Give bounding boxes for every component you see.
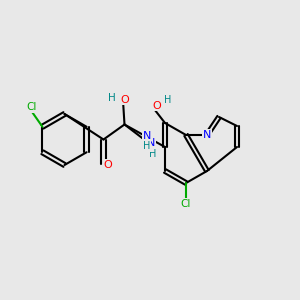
- Text: N: N: [143, 131, 151, 141]
- Text: O: O: [103, 160, 112, 170]
- Text: H: H: [164, 95, 172, 105]
- Text: N: N: [147, 138, 156, 148]
- Text: H: H: [108, 93, 116, 103]
- Text: Cl: Cl: [181, 199, 191, 209]
- Text: O: O: [152, 101, 161, 111]
- Text: H: H: [149, 149, 157, 160]
- Text: H: H: [143, 141, 151, 151]
- Text: O: O: [120, 95, 129, 105]
- Text: N: N: [203, 130, 211, 140]
- Text: Cl: Cl: [27, 102, 37, 112]
